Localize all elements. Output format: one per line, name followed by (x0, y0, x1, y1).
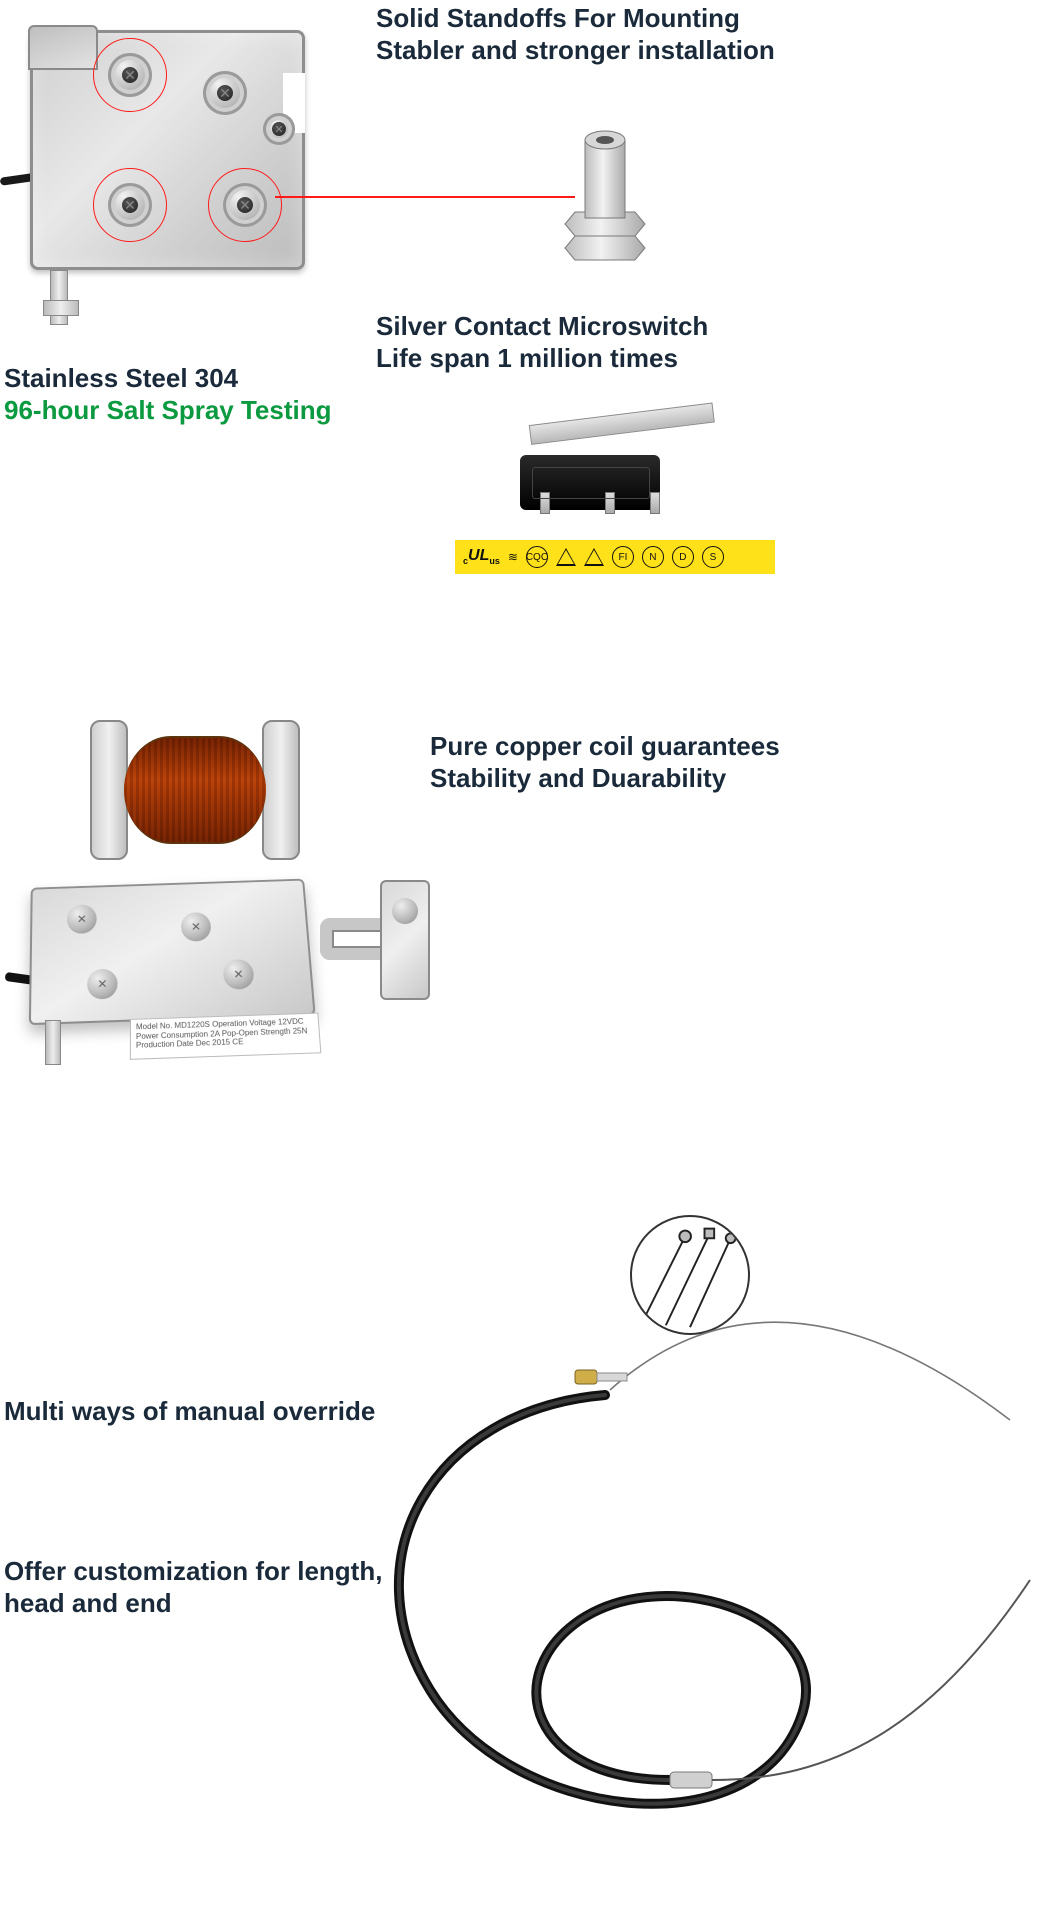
cert-fi-icon: FI (612, 546, 634, 568)
lock-device-illustration (10, 20, 340, 320)
material-heading: Stainless Steel 304 (4, 362, 238, 395)
coil-heading-l2: Stability and Duarability (430, 762, 726, 795)
standoff-heading-l1: Solid Standoffs For Mounting (376, 2, 740, 35)
microswitch-heading-l1: Silver Contact Microswitch (376, 310, 708, 343)
override-cable-illustration (370, 1260, 1060, 1900)
cert-s-icon: S (702, 546, 724, 568)
cert-tri1-icon (556, 548, 576, 566)
certification-strip: cULus ≋ CQC FI N D S (455, 540, 775, 574)
standoff-illustration (560, 120, 650, 280)
cert-ul-icon: cULus (463, 547, 500, 566)
standoff-heading-l2: Stabler and stronger installation (376, 34, 775, 67)
callout-line (275, 196, 575, 198)
salt-spray-heading: 96-hour Salt Spray Testing (4, 394, 331, 427)
coil-heading-l1: Pure copper coil guarantees (430, 730, 780, 763)
override-heading: Multi ways of manual override (4, 1395, 375, 1428)
cert-n-icon: N (642, 546, 664, 568)
customization-heading-l2: head and end (4, 1587, 172, 1620)
cert-cqc-icon: CQC (526, 546, 548, 568)
customization-heading-l1: Offer customization for length, (4, 1555, 382, 1588)
open-lock-illustration: Model No. MD1220S Operation Voltage 12VD… (10, 710, 430, 1090)
cert-d-icon: D (672, 546, 694, 568)
microswitch-heading-l2: Life span 1 million times (376, 342, 678, 375)
cert-tri2-icon (584, 548, 604, 566)
microswitch-illustration (510, 420, 690, 530)
device-label-sticker: Model No. MD1220S Operation Voltage 12VD… (130, 1013, 322, 1060)
cert-wave-icon: ≋ (508, 550, 518, 564)
